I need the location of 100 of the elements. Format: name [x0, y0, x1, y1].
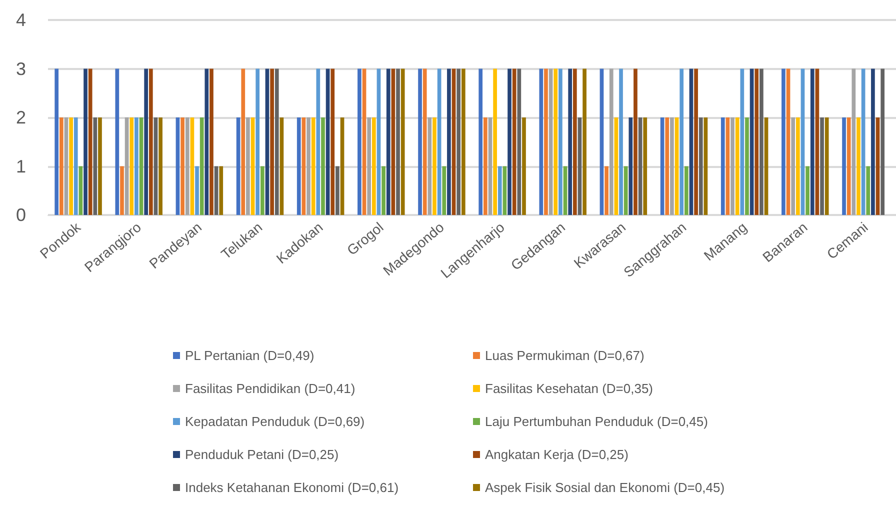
bar — [452, 68, 456, 215]
y-tick-label: 2 — [16, 108, 26, 128]
bar — [572, 68, 577, 215]
bar — [78, 166, 83, 215]
y-tick-label: 1 — [16, 156, 26, 176]
legend-label: Kepadatan Penduduk (D=0,69) — [185, 414, 365, 429]
bar — [382, 166, 386, 215]
legend-label: Fasilitas Pendidikan (D=0,41) — [185, 381, 356, 396]
bar — [852, 68, 856, 215]
bar — [214, 166, 218, 215]
bar — [800, 68, 805, 215]
bar — [176, 118, 180, 215]
bar — [643, 118, 648, 215]
bar — [704, 118, 708, 215]
bar — [796, 118, 800, 215]
bar — [400, 68, 405, 215]
bar — [154, 118, 158, 215]
legend-label: PL Pertanian (D=0,49) — [185, 348, 314, 363]
bar — [326, 68, 330, 215]
bar — [134, 118, 138, 215]
bar — [698, 118, 703, 215]
bar — [437, 68, 442, 215]
bar — [764, 118, 768, 215]
bar — [478, 68, 483, 215]
bar — [578, 118, 582, 215]
bar — [302, 118, 306, 215]
bar — [256, 68, 260, 215]
bar — [428, 118, 432, 215]
bar — [200, 118, 204, 215]
bar — [280, 118, 284, 215]
bar — [190, 118, 194, 215]
bar — [568, 68, 572, 215]
bar — [330, 68, 335, 215]
bar — [563, 166, 568, 215]
bar — [624, 166, 628, 215]
legend-label: Aspek Fisik Sosial dan Ekonomi (D=0,45) — [485, 480, 725, 495]
bar — [522, 118, 526, 215]
bar — [820, 118, 824, 215]
bar — [321, 118, 325, 215]
y-tick-label: 0 — [16, 205, 26, 225]
bar — [539, 68, 544, 215]
bar — [614, 118, 618, 215]
legend-label: Laju Pertumbuhan Penduduk (D=0,45) — [485, 414, 708, 429]
bar — [158, 118, 162, 215]
bar — [498, 166, 502, 215]
bar — [64, 118, 68, 215]
bar — [680, 68, 684, 215]
bar — [674, 118, 679, 215]
bar — [316, 68, 320, 215]
bar — [396, 68, 400, 215]
legend-label: Luas Permukiman (D=0,67) — [485, 348, 644, 363]
y-tick-label: 4 — [16, 10, 26, 30]
legend-label: Fasilitas Kesehatan (D=0,35) — [485, 381, 654, 396]
bar — [488, 118, 492, 215]
bar — [866, 166, 870, 215]
bar — [84, 68, 88, 215]
bar — [241, 68, 246, 215]
bar — [54, 68, 59, 215]
bar — [461, 68, 466, 215]
bar — [815, 68, 820, 215]
bar — [684, 166, 688, 215]
bar — [483, 118, 488, 215]
legend-label: Penduduk Petani (D=0,25) — [185, 447, 339, 462]
bar — [362, 68, 366, 215]
bar — [824, 118, 829, 215]
bar — [250, 118, 255, 215]
bar — [760, 68, 764, 215]
bar — [548, 68, 553, 215]
bar — [689, 68, 694, 215]
bar — [582, 68, 586, 215]
bar — [124, 118, 129, 215]
bar — [544, 68, 548, 215]
bar — [782, 68, 786, 215]
bar — [735, 118, 740, 215]
bar — [791, 118, 796, 215]
bar — [69, 118, 73, 215]
bar — [372, 118, 376, 215]
bar — [195, 166, 199, 215]
bar — [694, 68, 698, 215]
bar — [512, 68, 516, 215]
bar — [340, 118, 344, 215]
bar — [180, 118, 184, 215]
bar — [386, 68, 390, 215]
bar — [754, 68, 759, 215]
bar — [130, 118, 134, 215]
bar — [604, 166, 608, 215]
bar — [740, 68, 744, 215]
bar — [98, 118, 102, 215]
y-tick-label: 3 — [16, 58, 26, 79]
bar — [148, 68, 153, 215]
bar — [260, 166, 264, 215]
bar — [806, 166, 810, 215]
bar — [204, 68, 209, 215]
bar — [665, 118, 670, 215]
bar — [59, 118, 64, 215]
bar — [311, 118, 316, 215]
bar — [88, 68, 92, 215]
bar — [810, 68, 814, 215]
bar — [880, 68, 885, 215]
bar — [842, 118, 846, 215]
